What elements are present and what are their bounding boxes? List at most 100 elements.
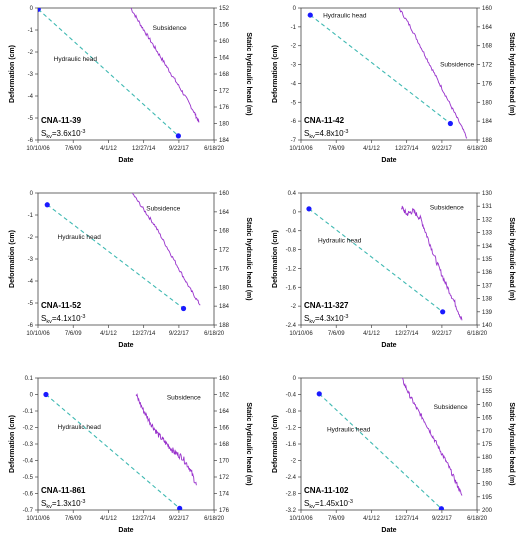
- y2-axis-label: Static hydraulic head (m): [508, 217, 515, 300]
- annotation-label: Hydraulic head: [327, 427, 371, 434]
- y-tick-label: -4: [28, 94, 34, 100]
- y2-tick-label: 160: [219, 376, 230, 382]
- skv-symbol: S: [304, 499, 309, 508]
- y2-tick-label: 176: [219, 105, 230, 111]
- annotation-label: Hydraulic head: [323, 12, 367, 19]
- y2-tick-label: 176: [219, 508, 230, 514]
- skv-label: Skv=1.3x10-3: [41, 499, 85, 510]
- subsidence-line: [401, 378, 463, 496]
- x-tick-label: 12/27/14: [395, 331, 419, 337]
- annotation-label: Subsidence: [440, 61, 474, 68]
- x-tick-label: 7/6/09: [65, 146, 82, 152]
- x-tick-label: 6/18/20: [467, 331, 488, 337]
- skv-exponent: -3: [81, 129, 86, 135]
- y-tick-label: -2: [28, 235, 34, 241]
- annotation-label: Hydraulic head: [58, 234, 102, 241]
- y2-tick-label: 190: [482, 482, 493, 488]
- y-tick-label: 0: [293, 376, 297, 382]
- hydraulic-head-line: [309, 14, 451, 124]
- well-id-label: CNA-11-42: [304, 116, 345, 125]
- x-tick-label: 10/10/06: [289, 331, 313, 337]
- subsidence-line: [130, 8, 200, 123]
- y2-tick-label: 195: [482, 495, 493, 501]
- data-area: [306, 205, 463, 321]
- y2-tick-label: 168: [219, 442, 230, 448]
- y2-tick-label: 130: [482, 191, 493, 197]
- y-tick-label: -1.2: [286, 266, 297, 272]
- well-id-label: CNA-11-39: [41, 116, 82, 125]
- x-tick-label: 4/1/12: [363, 146, 380, 152]
- y-tick-label: -6: [28, 323, 34, 329]
- x-tick-label: 7/6/09: [65, 331, 82, 337]
- x-tick-label: 9/22/17: [432, 331, 453, 337]
- y2-axis-label: Static hydraulic head (m): [245, 32, 252, 115]
- y-tick-label: -2: [291, 44, 297, 50]
- hydraulic-head-end-point: [438, 506, 444, 510]
- y2-tick-label: 174: [219, 492, 230, 498]
- chart-panel-cna-11-52: 0 -1 -2 -3 -4 -5 -6 160 164 168 172 176 180 184 188 10/…: [9, 191, 252, 349]
- y-tick-label: -3: [28, 72, 34, 78]
- y2-tick-label: 200: [482, 508, 493, 514]
- x-tick-label: 10/10/06: [289, 146, 313, 152]
- skv-subscript: kv: [46, 134, 52, 140]
- hydraulic-head-end-point: [447, 120, 453, 127]
- x-tick-label: 4/1/12: [363, 516, 380, 522]
- y-tick-label: 0: [30, 191, 34, 197]
- y2-tick-label: 184: [219, 304, 230, 310]
- x-tick-label: 10/10/06: [26, 331, 50, 337]
- y2-tick-label: 172: [482, 63, 493, 69]
- y2-tick-label: 172: [219, 89, 230, 95]
- well-id-label: CNA-11-861: [41, 486, 86, 495]
- y-tick-label: -0.3: [23, 442, 34, 448]
- skv-value: =4.1x10: [52, 314, 81, 323]
- y-tick-label: 0: [30, 393, 34, 399]
- annotation-label: Subsidence: [434, 404, 468, 411]
- y-tick-label: -4: [291, 81, 297, 87]
- subsidence-line: [398, 8, 468, 139]
- y-tick-label: -0.7: [23, 508, 34, 514]
- y-tick-label: -2.4: [286, 475, 297, 481]
- hydraulic-head-end-point: [440, 309, 446, 315]
- skv-value: =4.3x10: [315, 314, 344, 323]
- y-tick-label: 0: [293, 210, 297, 216]
- x-tick-label: 12/27/14: [132, 516, 156, 522]
- y-tick-label: -4: [28, 279, 34, 285]
- y2-tick-label: 135: [482, 257, 493, 263]
- y-tick-label: -5: [28, 116, 34, 122]
- hydraulic-head-start-point: [38, 8, 41, 12]
- y-tick-label: -2: [291, 304, 297, 310]
- subsidence-line: [401, 205, 463, 321]
- skv-exponent: -3: [81, 314, 86, 320]
- skv-label: Skv=1.45x10-3: [304, 499, 353, 510]
- y-axis-label: Deformation (cm): [272, 230, 279, 288]
- y2-tick-label: 156: [219, 23, 230, 29]
- skv-value: =1.45x10: [315, 499, 349, 508]
- y2-tick-label: 164: [482, 25, 493, 31]
- hydraulic-head-start-point: [307, 12, 313, 18]
- y-tick-label: 0.4: [288, 191, 297, 197]
- x-tick-label: 7/6/09: [328, 516, 345, 522]
- y2-tick-label: 152: [219, 6, 230, 12]
- x-tick-label: 6/18/20: [467, 146, 488, 152]
- well-id-label: CNA-11-327: [304, 301, 349, 310]
- annotation-label: Hydraulic head: [54, 56, 98, 63]
- y2-tick-label: 160: [482, 6, 493, 12]
- data-area: [38, 8, 200, 139]
- data-area: [43, 391, 197, 510]
- y-tick-label: -0.1: [23, 409, 34, 415]
- skv-value: =3.6x10: [52, 129, 81, 138]
- skv-subscript: kv: [46, 319, 52, 325]
- x-tick-label: 10/10/06: [289, 516, 313, 522]
- y-tick-label: -5: [291, 100, 297, 106]
- skv-value: =1.3x10: [52, 499, 81, 508]
- y2-tick-label: 164: [219, 409, 230, 415]
- y-tick-label: -2.8: [286, 492, 297, 498]
- hydraulic-head-line: [308, 208, 444, 313]
- y-tick-label: -2.4: [286, 323, 297, 329]
- hydraulic-head-end-point: [180, 305, 187, 312]
- subsidence-line: [132, 193, 201, 306]
- y2-axis-label: Static hydraulic head (m): [508, 32, 515, 115]
- y-tick-label: -3: [291, 63, 297, 69]
- y2-tick-label: 166: [219, 426, 230, 432]
